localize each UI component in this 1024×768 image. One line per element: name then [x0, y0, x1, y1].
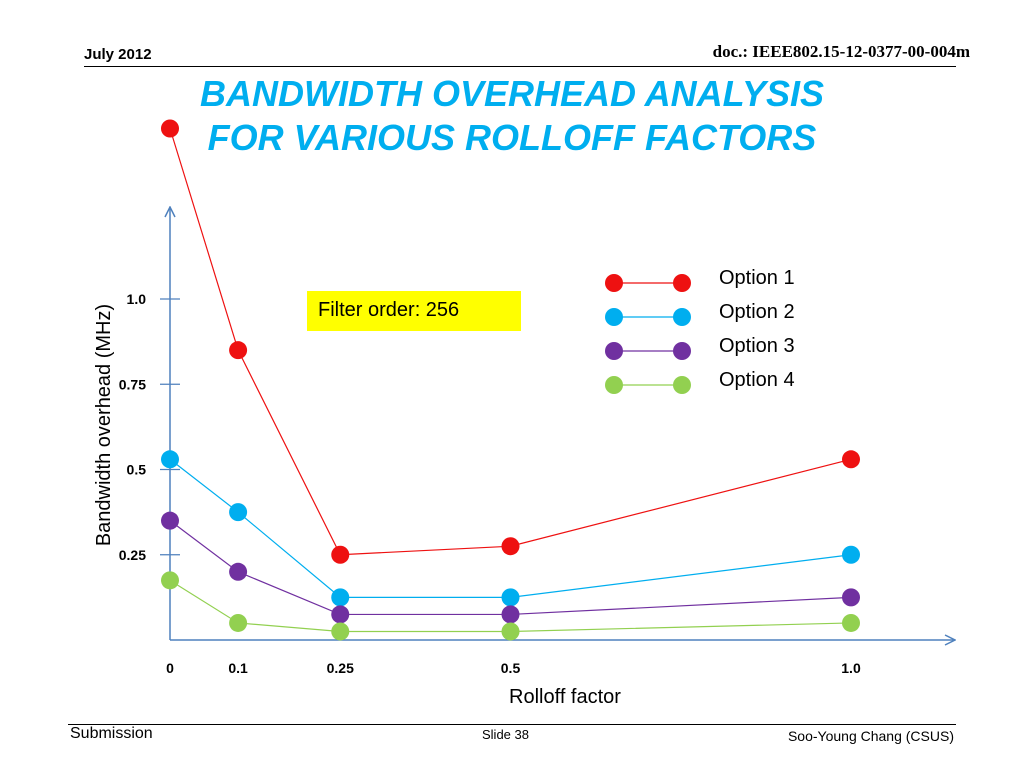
- slide-title: BANDWIDTH OVERHEAD ANALYSIS FOR VARIOUS …: [0, 72, 1024, 160]
- data-point: [229, 341, 248, 360]
- data-point: [229, 562, 248, 581]
- footer-submission: Submission: [70, 725, 153, 742]
- legend-label: Option 3: [719, 335, 795, 357]
- x-tick-label: 1.0: [841, 660, 861, 676]
- x-axis-label: Rolloff factor: [509, 686, 621, 708]
- series-1: [161, 119, 860, 564]
- x-tick-label: 0.5: [501, 660, 521, 676]
- data-point: [501, 537, 520, 556]
- filter-order-annotation: Filter order: 256: [307, 291, 521, 331]
- data-point: [501, 605, 520, 624]
- x-tick-label: 0: [166, 660, 174, 676]
- slide-title-line-1: BANDWIDTH OVERHEAD ANALYSIS: [199, 73, 824, 114]
- y-axis-label: Bandwidth overhead (MHz): [93, 304, 115, 546]
- data-point: [229, 613, 248, 632]
- series-layer: [161, 119, 860, 641]
- data-point: [501, 588, 520, 607]
- data-point: [842, 450, 860, 469]
- legend-marker: [605, 274, 623, 292]
- legend-label: Option 4: [719, 369, 795, 391]
- footer-divider: [68, 724, 956, 725]
- data-point: [842, 613, 860, 632]
- legend-item: Option 3: [605, 335, 795, 360]
- data-point: [161, 571, 179, 590]
- slide-title-line-2: FOR VARIOUS ROLLOFF FACTORS: [207, 117, 817, 158]
- axes: 0.25 0.5 0.75 1.0 0 0.1 0.25 0.5 1.0 Rolloff fact…: [93, 207, 955, 708]
- series-line: [169, 458, 852, 598]
- legend-item: Option 4: [605, 369, 795, 394]
- slide-number: Slide 38: [482, 727, 529, 742]
- footer-author: Soo-Young Chang (CSUS): [787, 728, 954, 744]
- header-date: July 2012: [84, 46, 152, 63]
- legend-marker: [605, 308, 623, 326]
- x-tick-label: 0.25: [327, 660, 354, 676]
- data-point: [842, 545, 860, 564]
- data-point: [331, 622, 350, 641]
- series-2: [161, 450, 860, 607]
- data-point: [161, 450, 179, 469]
- legend: Option 1 Option 2 Option 3 Option 4: [605, 267, 795, 394]
- y-tick-label: 0.25: [119, 547, 146, 563]
- y-tick-label: 0.75: [119, 376, 146, 392]
- legend-item: Option 2: [605, 301, 795, 326]
- legend-item: Option 1: [605, 267, 795, 292]
- data-point: [229, 503, 248, 522]
- legend-marker: [673, 308, 691, 326]
- data-point: [161, 119, 179, 138]
- data-point: [331, 545, 350, 564]
- x-tick-label: 0.1: [228, 660, 248, 676]
- document-id: doc.: IEEE802.15-12-0377-00-004m: [712, 42, 970, 61]
- data-point: [501, 622, 520, 641]
- series-4: [161, 571, 860, 641]
- y-tick-label: 0.5: [127, 462, 147, 478]
- data-point: [161, 511, 179, 530]
- header-divider: [84, 66, 956, 67]
- legend-marker: [673, 342, 691, 360]
- legend-marker: [605, 342, 623, 360]
- legend-label: Option 2: [719, 301, 795, 323]
- legend-marker: [673, 274, 691, 292]
- legend-label: Option 1: [719, 267, 795, 289]
- data-point: [331, 588, 350, 607]
- y-tick-label: 1.0: [127, 291, 147, 307]
- series-3: [161, 511, 860, 624]
- legend-marker: [605, 376, 623, 394]
- legend-marker: [673, 376, 691, 394]
- data-point: [842, 588, 860, 607]
- data-point: [331, 605, 350, 624]
